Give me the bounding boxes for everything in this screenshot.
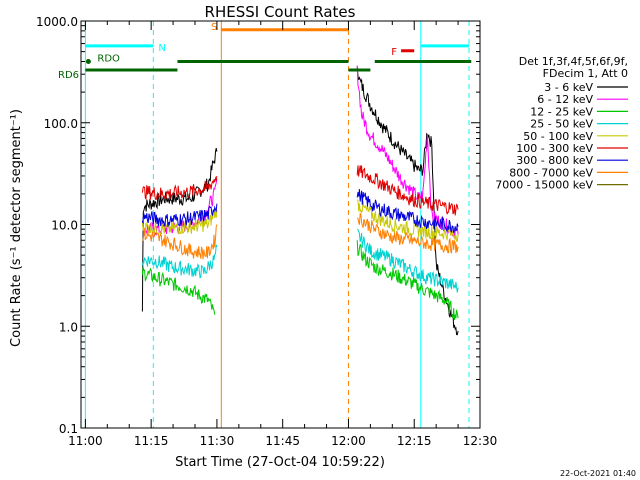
series-line	[357, 228, 459, 293]
series-line	[141, 175, 218, 201]
series-line	[356, 65, 459, 239]
x-axis-ticks: 11:00 11:15 11:30 11:45 12:00 12:15 12:30	[68, 21, 497, 448]
footer-date: 22-Oct-2021 01:40	[560, 469, 636, 478]
legend-entry: 6 - 12 keV	[537, 93, 593, 106]
series-line	[356, 67, 459, 336]
svg-text:RHESSI Count Rates: RHESSI Count Rates	[205, 3, 356, 21]
x-tick-label: 11:30	[200, 434, 235, 448]
rdo-marker	[85, 58, 91, 64]
x-tick-label: 11:00	[68, 434, 103, 448]
y-axis-ticks: 0.1 1.0 10.0 100.0 1000.0	[36, 15, 480, 436]
x-tick-label: 12:00	[331, 434, 366, 448]
series-line	[356, 240, 459, 321]
status-bar-label: F	[391, 47, 397, 58]
y-tick-label: 0.1	[59, 422, 78, 436]
y-axis-label: Count Rate (s⁻¹ detector segment⁻¹)	[9, 109, 24, 347]
legend-entry: 12 - 25 keV	[530, 105, 593, 118]
status-bar-label: S	[211, 22, 217, 33]
y-tick-label: 100.0	[44, 117, 78, 131]
x-tick-label: 12:15	[397, 434, 432, 448]
series-line	[356, 189, 459, 234]
status-bars: N S RDO RD6 F	[58, 22, 472, 81]
legend-entry: 25 - 50 keV	[530, 118, 593, 131]
series-line	[356, 213, 459, 254]
legend-entry: 100 - 300 keV	[516, 142, 593, 155]
x-tick-label: 11:45	[265, 434, 300, 448]
legend-entry: 300 - 800 keV	[516, 154, 593, 167]
legend-entry: 7000 - 15000 keV	[495, 179, 593, 192]
series-line	[356, 199, 459, 242]
y-tick-label: 1.0	[59, 320, 78, 334]
legend-entry: 800 - 7000 keV	[509, 166, 593, 179]
legend-header-1: Det 1f,3f,4f,5f,6f,9f,	[519, 55, 628, 68]
status-bar-label: N	[158, 43, 165, 54]
series-line	[356, 165, 459, 216]
series-line	[141, 148, 218, 312]
series-line	[141, 208, 218, 237]
x-axis-label: Start Time (27-Oct-04 10:59:22)	[175, 455, 385, 470]
legend: Det 1f,3f,4f,5f,6f,9f, FDecim 1, Att 0 3…	[495, 55, 628, 192]
legend-entry: 3 - 6 keV	[544, 81, 593, 94]
x-tick-label: 12:30	[463, 434, 498, 448]
status-bar-label: RDO	[97, 53, 120, 64]
series-line	[141, 244, 218, 279]
series-line	[141, 266, 216, 315]
chart-title: RHESSI Count Rates	[205, 3, 356, 21]
legend-header-2: FDecim 1, Att 0	[543, 67, 628, 80]
x-tick-label: 11:15	[134, 434, 169, 448]
legend-entry: 50 - 100 keV	[523, 130, 593, 143]
series-line	[141, 203, 218, 227]
series-line	[142, 224, 218, 260]
y-tick-label: 1000.0	[36, 15, 78, 29]
y-tick-label: 10.0	[51, 219, 78, 233]
status-bar-label: RD6	[58, 70, 79, 81]
series-lines	[141, 65, 459, 336]
